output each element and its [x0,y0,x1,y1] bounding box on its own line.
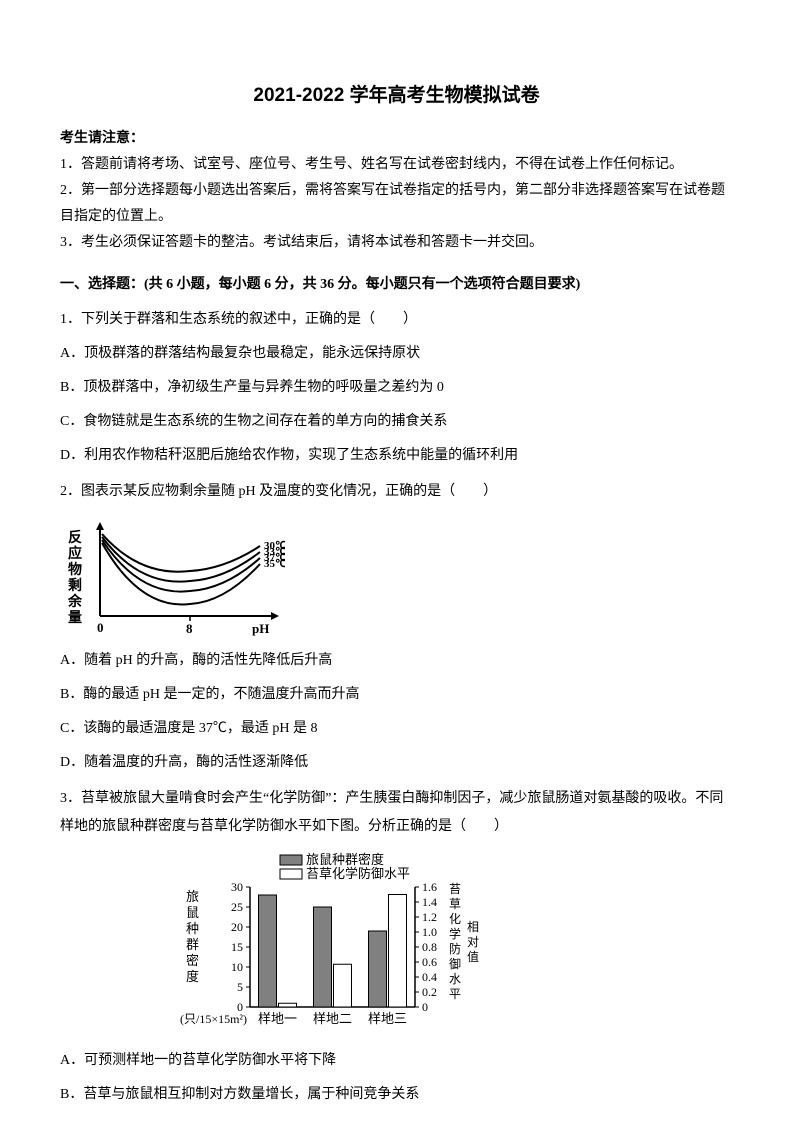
svg-text:5: 5 [237,980,243,994]
svg-text:化: 化 [449,912,461,926]
svg-text:余: 余 [67,593,83,610]
notice-block: 考生请注意： 1．答题前请将考场、试室号、座位号、考生号、姓名写在试卷密封线内，… [60,126,733,255]
q1-opt-d: D．利用农作物秸秆沤肥后施给农作物，实现了生态系统中能量的循环利用 [60,442,733,470]
notice-2: 2．第一部分选择题每小题选出答案后，需将答案写在试卷指定的括号内，第二部分非选择… [60,178,733,230]
question-1: 1．下列关于群落和生态系统的叙述中，正确的是（ ） A．顶极群落的群落结构最复杂… [60,306,733,470]
svg-text:应: 应 [68,545,82,562]
svg-text:15: 15 [231,940,243,954]
svg-text:密: 密 [186,953,199,968]
svg-text:样地二: 样地二 [313,1011,352,1026]
svg-text:20: 20 [231,920,243,934]
line-chart-icon: 反应物剩余量08pH30℃33℃37℃35℃ [60,516,285,641]
svg-text:样地一: 样地一 [258,1011,297,1026]
svg-text:0: 0 [422,1000,428,1014]
svg-text:0: 0 [97,620,104,635]
svg-text:1.0: 1.0 [422,925,437,939]
svg-text:pH: pH [252,621,269,636]
q2-opt-d: D．随着温度的升高，酶的活性逐渐降低 [60,749,733,777]
q2-stem: 2．图表示某反应物剩余量随 pH 及温度的变化情况，正确的是（ ） [60,478,733,506]
svg-text:(只/15×15m²): (只/15×15m²) [180,1012,247,1026]
svg-text:25: 25 [231,900,243,914]
svg-text:0.4: 0.4 [422,970,437,984]
svg-text:1.2: 1.2 [422,910,437,924]
svg-text:1.4: 1.4 [422,895,437,909]
svg-text:0.8: 0.8 [422,940,437,954]
svg-text:物: 物 [68,561,82,578]
notice-1: 1．答题前请将考场、试室号、座位号、考生号、姓名写在试卷密封线内，不得在试卷上作… [60,152,733,178]
svg-text:反: 反 [68,529,82,546]
q3-opt-b: B．苔草与旅鼠相互抑制对方数量增长，属于种间竞争关系 [60,1081,733,1109]
q3-stem: 3．苔草被旅鼠大量啃食时会产生“化学防御”：产生胰蛋白酶抑制因子，减少旅鼠肠道对… [60,785,733,841]
svg-text:度: 度 [186,969,199,984]
svg-text:苔草化学防御水平: 苔草化学防御水平 [306,866,410,881]
q1-opt-c: C．食物链就是生态系统的生物之间存在着的单方向的捕食关系 [60,408,733,436]
svg-text:草: 草 [449,897,461,911]
svg-text:种: 种 [186,921,199,936]
question-3: 3．苔草被旅鼠大量啃食时会产生“化学防御”：产生胰蛋白酶抑制因子，减少旅鼠肠道对… [60,785,733,1109]
svg-text:10: 10 [231,960,243,974]
svg-text:量: 量 [68,610,82,626]
q1-opt-b: B．顶极群落中，净初级生产量与异养生物的呼吸量之差约为 0 [60,374,733,402]
svg-text:对: 对 [467,935,479,949]
q2-opt-a: A．随着 pH 的升高，酶的活性先降低后升高 [60,647,733,675]
q2-opt-c: C．该酶的最适温度是 37℃，最适 pH 是 8 [60,715,733,743]
bar-chart-icon: 旅鼠种群密度苔草化学防御水平05101520253000.20.40.60.81… [180,851,510,1041]
svg-text:剩: 剩 [68,577,82,594]
notice-head: 考生请注意： [60,126,733,152]
svg-text:相: 相 [467,920,479,934]
svg-text:值: 值 [467,949,479,964]
q1-opt-a: A．顶极群落的群落结构最复杂也最稳定，能永远保持原状 [60,340,733,368]
svg-text:1.6: 1.6 [422,880,437,894]
q3-opt-a: A．可预测样地一的苔草化学防御水平将下降 [60,1047,733,1075]
q1-stem: 1．下列关于群落和生态系统的叙述中，正确的是（ ） [60,306,733,334]
svg-text:平: 平 [449,987,461,1001]
svg-text:旅: 旅 [186,889,199,904]
svg-text:学: 学 [449,926,461,941]
svg-text:0.2: 0.2 [422,985,437,999]
q2-opt-b: B．酶的最适 pH 是一定的，不随温度升高而升高 [60,681,733,709]
svg-text:0.6: 0.6 [422,955,437,969]
section-1-head: 一、选择题：(共 6 小题，每小题 6 分，共 36 分。每小题只有一个选项符合… [60,272,733,299]
svg-text:防: 防 [449,941,461,956]
svg-text:苔: 苔 [449,882,461,896]
svg-text:旅鼠种群密度: 旅鼠种群密度 [306,852,384,867]
svg-text:30: 30 [231,880,243,894]
svg-text:群: 群 [186,937,199,952]
page-title: 2021-2022 学年高考生物模拟试卷 [60,78,733,114]
svg-text:鼠: 鼠 [186,905,199,920]
q3-chart: 旅鼠种群密度苔草化学防御水平05101520253000.20.40.60.81… [180,851,733,1041]
svg-text:水: 水 [449,972,461,986]
svg-text:样地三: 样地三 [368,1011,407,1026]
svg-text:8: 8 [186,621,193,636]
q2-chart: 反应物剩余量08pH30℃33℃37℃35℃ [60,516,733,641]
svg-text:35℃: 35℃ [264,558,285,570]
svg-text:御: 御 [449,956,461,971]
question-2: 2．图表示某反应物剩余量随 pH 及温度的变化情况，正确的是（ ） 反应物剩余量… [60,478,733,777]
notice-3: 3．考生必须保证答题卡的整洁。考试结束后，请将本试卷和答题卡一并交回。 [60,230,733,256]
